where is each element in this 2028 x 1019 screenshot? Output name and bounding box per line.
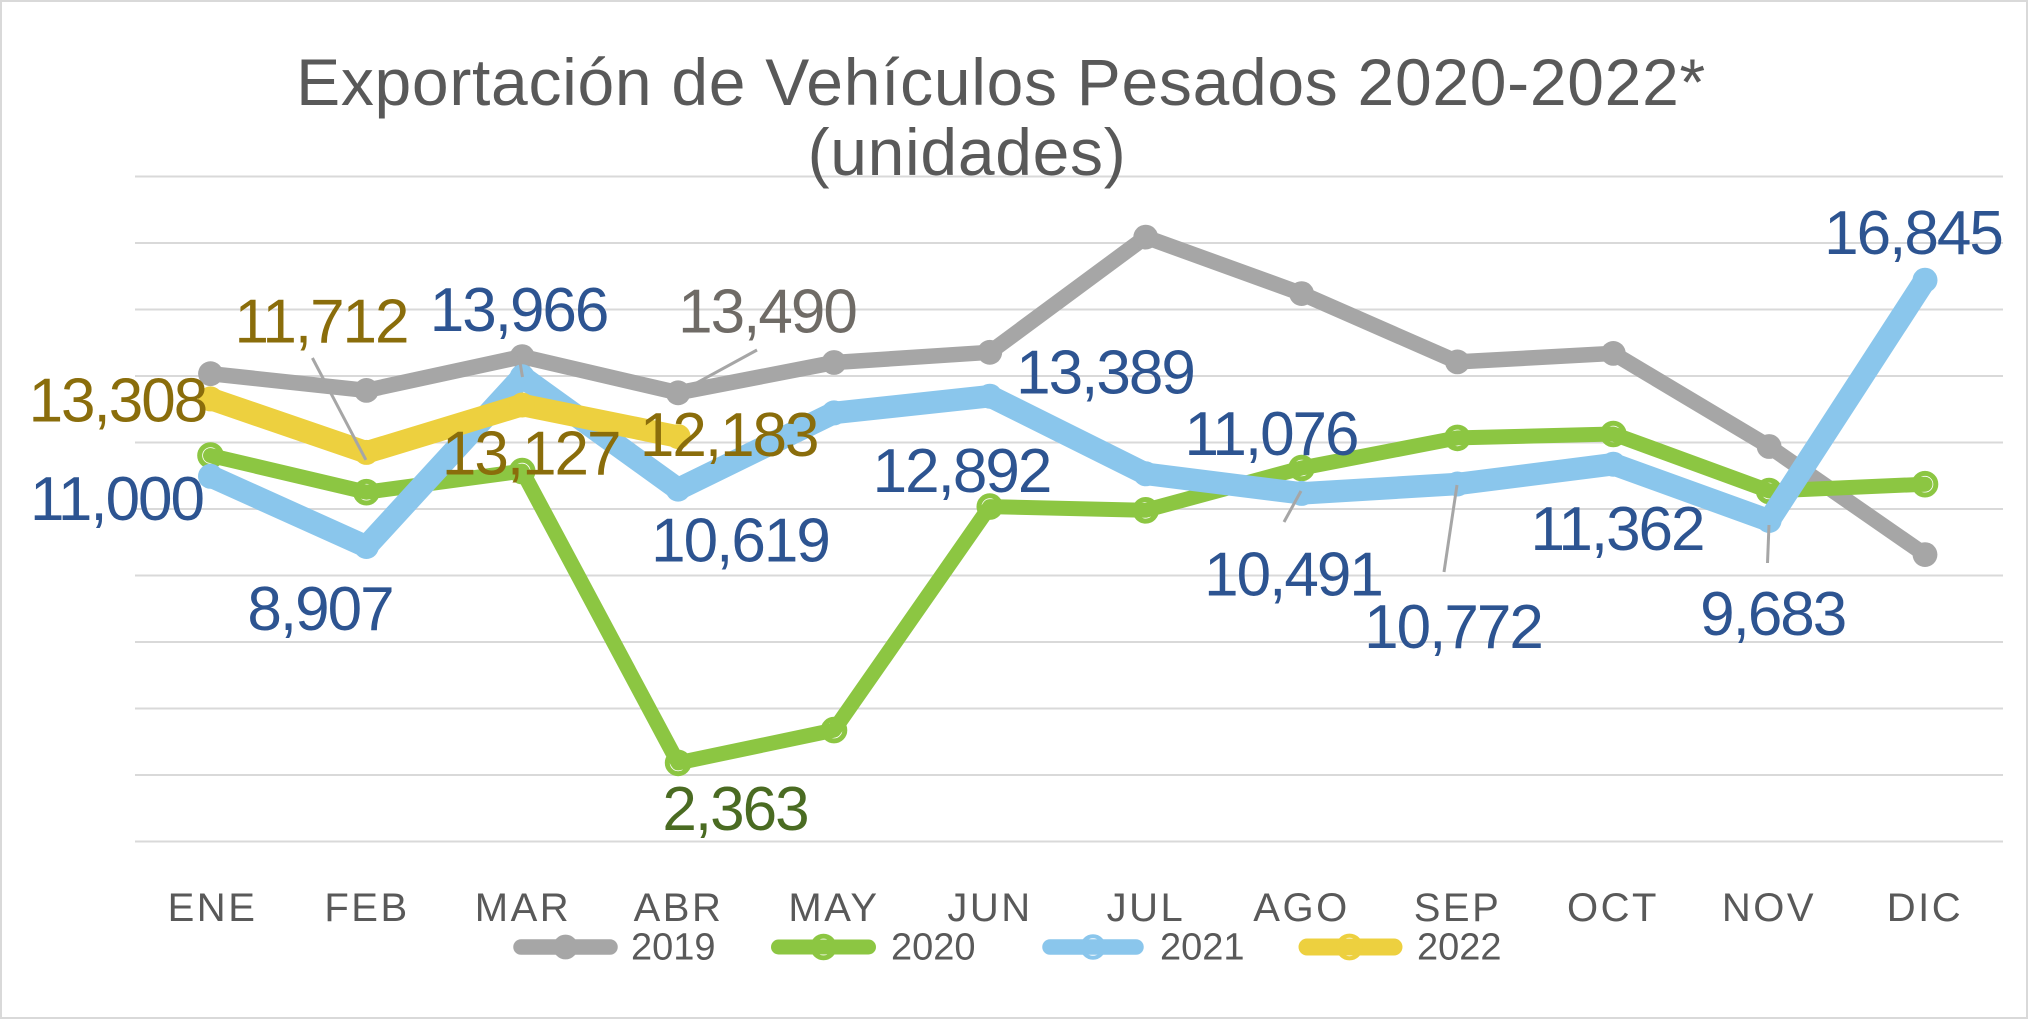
svg-text:Exportación de Vehículos Pesad: Exportación de Vehículos Pesados 2020-20… bbox=[296, 45, 1706, 119]
svg-text:2020: 2020 bbox=[891, 927, 976, 969]
svg-text:2019: 2019 bbox=[631, 927, 716, 969]
svg-text:13,308: 13,308 bbox=[29, 367, 207, 436]
svg-text:10,619: 10,619 bbox=[651, 507, 829, 576]
svg-text:MAR: MAR bbox=[475, 886, 571, 930]
svg-text:12,183: 12,183 bbox=[640, 401, 818, 470]
svg-text:AGO: AGO bbox=[1253, 886, 1349, 930]
svg-text:11,712: 11,712 bbox=[234, 287, 407, 356]
svg-text:OCT: OCT bbox=[1567, 886, 1659, 930]
svg-text:13,966: 13,966 bbox=[430, 276, 608, 345]
svg-text:NOV: NOV bbox=[1722, 886, 1816, 930]
svg-text:13,127: 13,127 bbox=[442, 420, 620, 489]
svg-text:SEP: SEP bbox=[1414, 886, 1502, 930]
svg-text:2,363: 2,363 bbox=[662, 775, 807, 844]
svg-text:JUN: JUN bbox=[947, 886, 1032, 930]
svg-text:10,772: 10,772 bbox=[1364, 593, 1542, 662]
svg-text:11,076: 11,076 bbox=[1184, 400, 1357, 469]
svg-text:9,683: 9,683 bbox=[1700, 580, 1845, 649]
svg-text:FEB: FEB bbox=[324, 886, 409, 930]
svg-text:11,362: 11,362 bbox=[1530, 495, 1703, 564]
svg-text:MAY: MAY bbox=[788, 886, 879, 930]
svg-text:16,845: 16,845 bbox=[1824, 199, 2002, 268]
svg-text:DIC: DIC bbox=[1887, 886, 1963, 930]
svg-text:11,000: 11,000 bbox=[30, 465, 204, 534]
svg-text:13,389: 13,389 bbox=[1016, 339, 1194, 408]
svg-text:12,892: 12,892 bbox=[873, 437, 1051, 506]
svg-text:2022: 2022 bbox=[1417, 927, 1502, 969]
svg-text:ENE: ENE bbox=[168, 886, 258, 930]
svg-text:(unidades): (unidades) bbox=[808, 115, 1127, 189]
svg-text:2021: 2021 bbox=[1160, 927, 1245, 969]
svg-text:10,491: 10,491 bbox=[1204, 541, 1382, 610]
svg-text:13,490: 13,490 bbox=[678, 278, 856, 347]
svg-text:ABR: ABR bbox=[634, 886, 724, 930]
svg-text:JUL: JUL bbox=[1107, 886, 1186, 930]
svg-text:8,907: 8,907 bbox=[247, 575, 392, 644]
